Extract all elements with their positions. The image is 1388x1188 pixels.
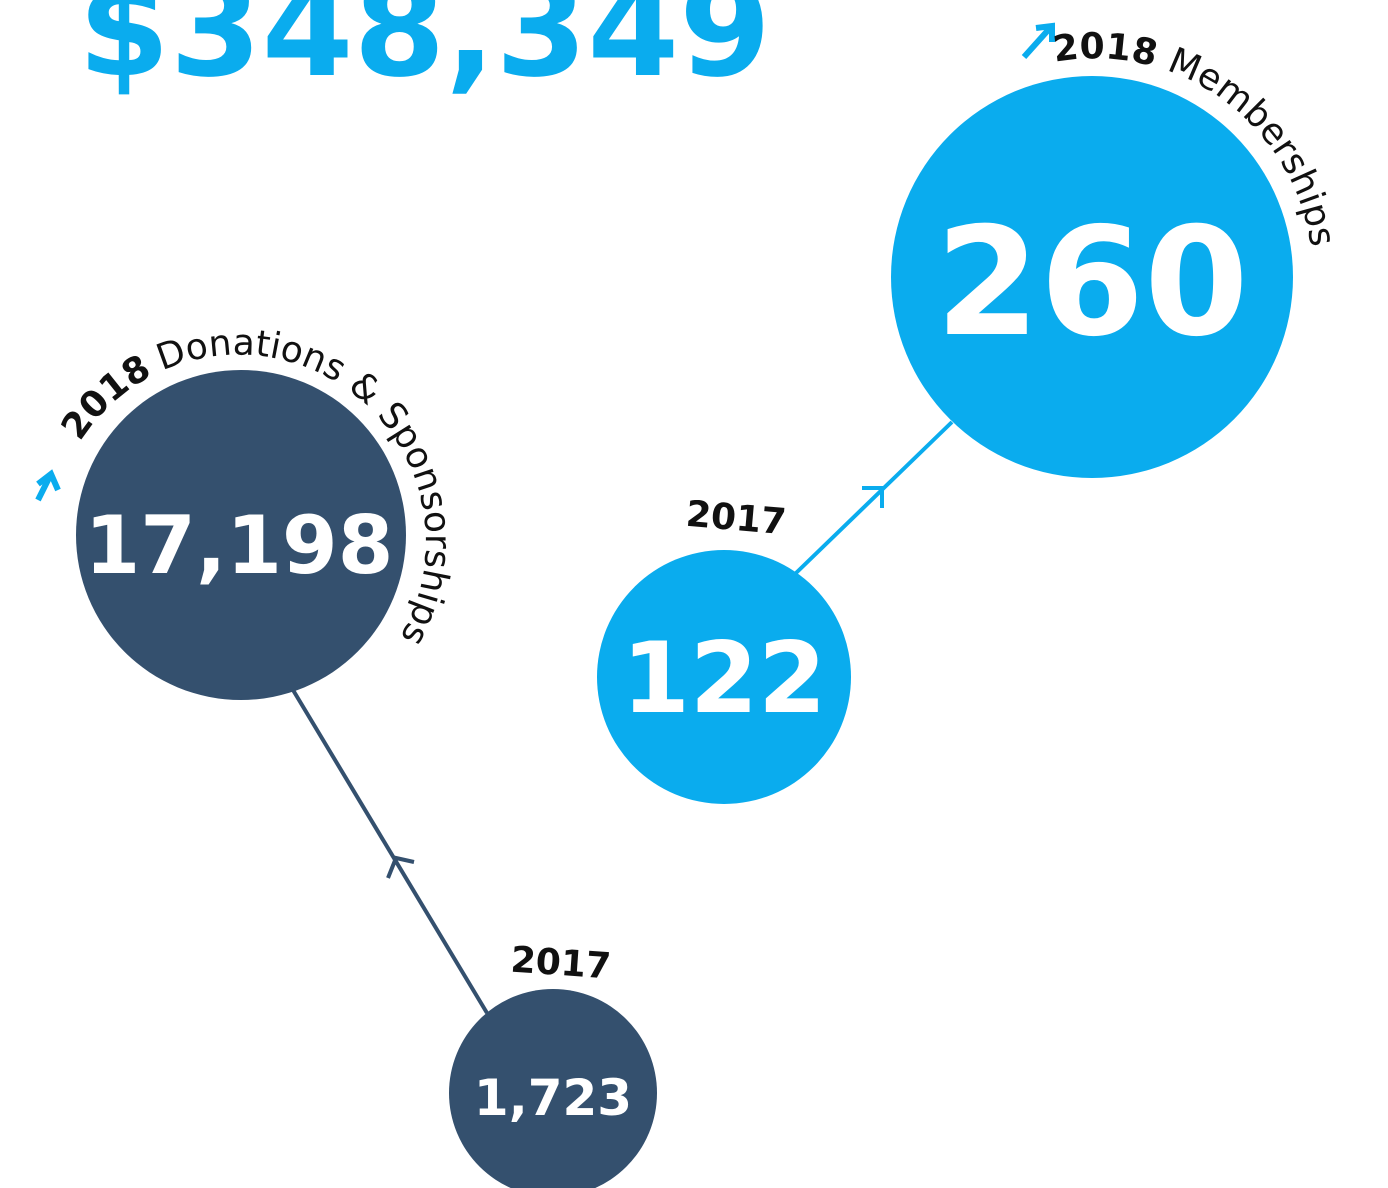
year-2017: 2017 bbox=[684, 494, 787, 544]
value-2018: 17,198 bbox=[85, 499, 394, 592]
connector bbox=[794, 420, 954, 575]
chevron bbox=[862, 486, 884, 508]
up-arrow bbox=[35, 469, 61, 502]
connector bbox=[291, 688, 489, 1015]
year-2017: 2017 bbox=[509, 940, 612, 988]
bubble-2018 bbox=[76, 370, 406, 700]
value-2017: 1,723 bbox=[474, 1069, 632, 1127]
bubble-2018 bbox=[891, 76, 1293, 478]
value-2018: 260 bbox=[935, 196, 1248, 370]
chevron bbox=[386, 855, 415, 879]
bubble-2017 bbox=[597, 550, 851, 804]
bubble-2017 bbox=[449, 989, 657, 1188]
headline: $348,349 bbox=[78, 0, 771, 107]
year-2018: 2018 bbox=[1051, 26, 1161, 75]
value-2017: 122 bbox=[622, 622, 827, 736]
up-arrow bbox=[1021, 22, 1055, 60]
